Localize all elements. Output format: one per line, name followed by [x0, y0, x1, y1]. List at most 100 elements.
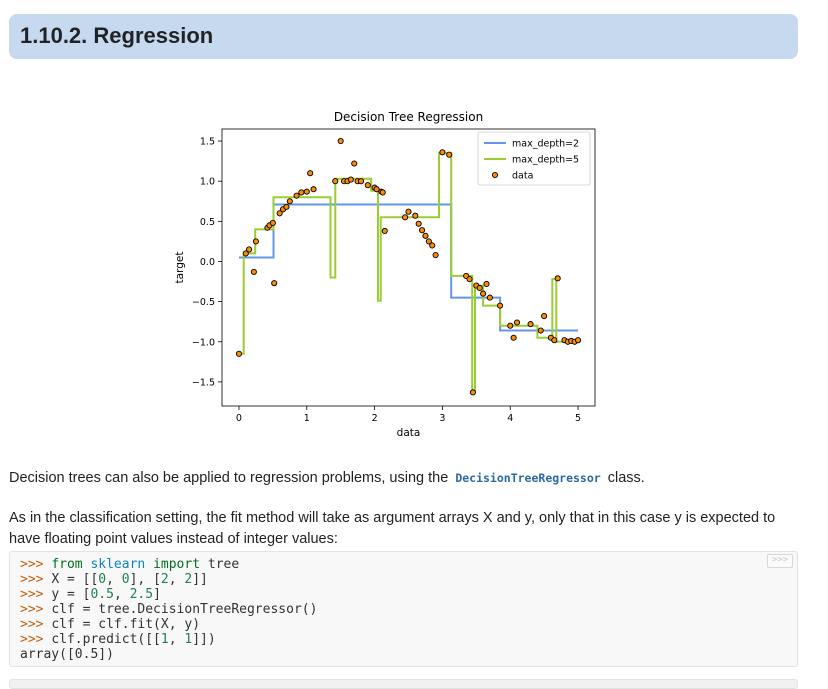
code-prompt: >>> — [20, 557, 52, 572]
next-code-block — [9, 679, 798, 689]
code-line: >>> clf = clf.fit(X, y) — [20, 617, 797, 632]
code-token: ], [ — [129, 572, 161, 587]
code-token: ] — [153, 587, 161, 602]
data-point — [250, 268, 257, 275]
data-point — [432, 252, 439, 259]
x-tick-label: 4 — [507, 413, 513, 424]
section-title: 1.10.2. Regression — [20, 23, 214, 48]
toggle-prompt-button[interactable]: >>> — [767, 554, 793, 568]
code-token: ]] — [192, 572, 208, 587]
code-token: 2 — [184, 572, 193, 587]
data-point — [381, 227, 388, 235]
code-token: clf = tree.DecisionTreeRegressor() — [51, 602, 318, 617]
chart-title: Decision Tree Regression — [334, 110, 483, 124]
data-point — [271, 280, 278, 287]
code-token: tree — [200, 557, 240, 572]
data-point — [310, 186, 317, 193]
intro-text-after: class. — [603, 470, 645, 486]
y-axis-label: target — [174, 252, 186, 284]
code-token: 0 — [98, 572, 107, 587]
code-token: , — [168, 572, 185, 587]
code-token: from — [51, 557, 83, 572]
code-line: >>> clf.predict([[1, 1]]) — [20, 632, 797, 647]
code-token: 1 — [160, 632, 169, 647]
data-point — [276, 210, 283, 217]
legend-label: max_depth=5 — [512, 155, 579, 166]
data-point — [483, 280, 490, 288]
data-point — [283, 203, 290, 210]
code-token: , — [168, 632, 185, 647]
code-token: y = [ — [51, 587, 91, 602]
code-line: >>> clf = tree.DecisionTreeRegressor() — [20, 602, 797, 617]
data-point — [446, 151, 453, 158]
fit-method-paragraph: As in the classification setting, the fi… — [9, 510, 776, 547]
data-point — [429, 242, 436, 249]
data-point — [497, 302, 504, 309]
data-point — [286, 198, 293, 205]
x-tick-label: 2 — [372, 413, 378, 424]
data-point — [422, 232, 429, 239]
data-point — [235, 350, 243, 357]
y-tick-label: 1.0 — [200, 177, 215, 188]
data-point — [574, 337, 582, 344]
legend-box — [477, 131, 591, 186]
data-point — [364, 182, 371, 189]
data-point — [510, 334, 517, 341]
data-point — [480, 290, 487, 297]
x-tick-label: 1 — [304, 413, 310, 424]
data-point — [527, 321, 534, 328]
code-line: >>> X = [[0, 0], [2, 2]] — [20, 572, 797, 587]
legend-label: data — [512, 171, 533, 182]
data-point — [419, 227, 426, 234]
code-lines: >>> from sklearn import tree >>> X = [[0,… — [20, 557, 797, 662]
code-line: >>> from sklearn import tree — [20, 557, 797, 572]
x-tick-label: 3 — [439, 413, 445, 424]
data-point — [298, 189, 305, 196]
code-prompt: >>> — [20, 617, 52, 632]
code-token — [145, 557, 153, 572]
code-token: , — [106, 572, 122, 587]
data-point — [439, 149, 446, 156]
data-point — [486, 294, 493, 301]
code-token: clf.predict([[ — [51, 632, 161, 647]
decision-tree-regressor-link[interactable]: DecisionTreeRegressor — [455, 471, 601, 485]
data-point — [537, 327, 544, 334]
series-line-max-depth-5 — [239, 152, 578, 393]
regression-intro-paragraph: Decision trees can also be applied to re… — [9, 468, 645, 489]
y-tick-label: 0.5 — [200, 217, 215, 228]
code-token: sklearn — [90, 557, 146, 572]
intro-text-before: Decision trees can also be applied to re… — [9, 470, 453, 486]
data-point — [541, 313, 548, 320]
x-tick-label: 0 — [236, 413, 242, 424]
data-point — [554, 275, 561, 282]
data-point — [373, 186, 380, 193]
code-token: 0.5 — [90, 587, 114, 602]
y-tick-label: 0.0 — [200, 257, 215, 268]
code-token: 2 — [160, 572, 169, 587]
data-point — [252, 238, 259, 245]
data-point — [412, 212, 419, 219]
data-point — [337, 137, 344, 145]
x-tick-label: 5 — [575, 413, 581, 424]
data-point — [269, 219, 276, 226]
code-line: >>> y = [0.5, 2.5] — [20, 587, 797, 602]
data-point — [405, 208, 412, 215]
code-token: 2.5 — [129, 587, 154, 602]
y-tick-label: 1.5 — [200, 137, 215, 148]
code-token: , — [113, 587, 130, 602]
section-header: 1.10.2. Regression — [9, 14, 798, 59]
code-token: X = [[ — [51, 572, 99, 587]
code-prompt: >>> — [20, 587, 52, 602]
data-point — [402, 214, 409, 221]
y-tick-label: −0.5 — [192, 297, 215, 308]
data-point — [293, 192, 300, 199]
data-point — [246, 246, 253, 253]
code-example-block: >>> >>> from sklearn import tree >>> X = … — [9, 551, 798, 667]
data-point — [332, 178, 339, 185]
data-point — [357, 178, 365, 185]
data-point — [351, 160, 358, 167]
data-point — [425, 238, 432, 245]
data-point — [303, 188, 310, 195]
data-point — [469, 389, 476, 396]
code-token: import — [153, 557, 201, 572]
